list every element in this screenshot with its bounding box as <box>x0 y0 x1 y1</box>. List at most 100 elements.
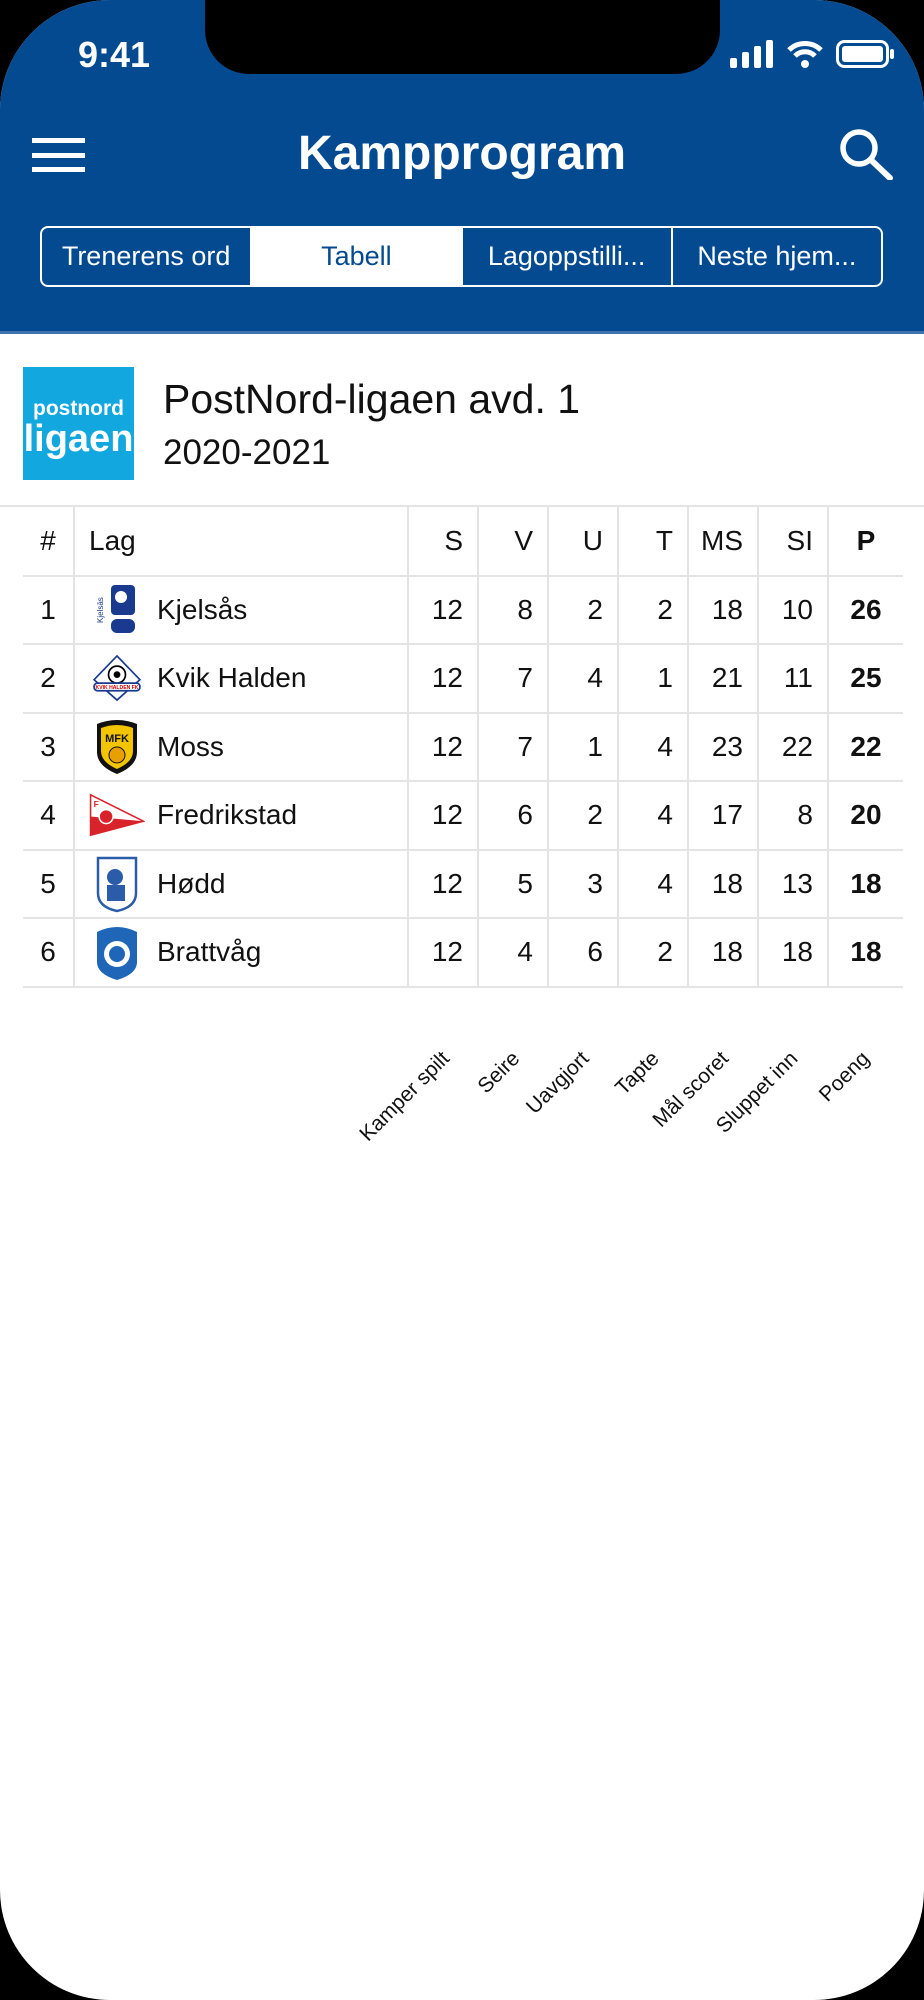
tab-neste-hjemmekamp[interactable]: Neste hjem... <box>697 241 857 271</box>
kjelsas-crest-icon: Kjelsås <box>89 582 145 638</box>
row-si: 13 <box>757 849 828 919</box>
row-position: 6 <box>23 918 74 988</box>
status-icons <box>730 40 894 68</box>
app-header: 9:41 Kampprogram Trenerens ord Tabell La… <box>0 0 924 334</box>
row-si: 11 <box>757 644 828 714</box>
row-position: 2 <box>23 644 74 714</box>
col-ms: MS <box>687 507 758 577</box>
svg-text:Kjelsås: Kjelsås <box>97 597 105 623</box>
col-u: U <box>547 507 618 577</box>
table-row[interactable]: 6 Brattvåg 12 4 6 2 18 18 18 <box>23 918 903 988</box>
table-header: # Lag S V U T MS SI P <box>23 507 903 577</box>
row-s: 12 <box>407 918 478 988</box>
table-row[interactable]: 1 Kjelsås Kjelsås 12 8 2 2 18 10 26 <box>23 575 903 645</box>
row-s: 12 <box>407 781 478 851</box>
team-name: Moss <box>157 730 224 762</box>
col-si: SI <box>757 507 828 577</box>
league-logo-text: ligaen <box>23 418 134 460</box>
row-team[interactable]: MFK Moss <box>73 712 408 782</box>
row-team[interactable]: Hødd <box>73 849 408 919</box>
fredrikstad-crest-icon: F <box>89 787 145 843</box>
row-ms: 18 <box>687 575 758 645</box>
row-ms: 18 <box>687 918 758 988</box>
table-row[interactable]: 5 Hødd 12 5 3 4 18 13 18 <box>23 849 903 919</box>
row-team[interactable]: Kjelsås Kjelsås <box>73 575 408 645</box>
legend-label: Kamper spilt <box>355 1047 455 1146</box>
row-t: 4 <box>617 712 688 782</box>
row-team[interactable]: KVIK HALDEN FK Kvik Halden <box>73 644 408 714</box>
kvik-halden-crest-icon: KVIK HALDEN FK <box>89 650 145 706</box>
row-v: 5 <box>477 849 548 919</box>
row-si: 18 <box>757 918 828 988</box>
row-u: 2 <box>547 781 618 851</box>
row-v: 7 <box>477 712 548 782</box>
row-team[interactable]: Brattvåg <box>73 918 408 988</box>
row-t: 4 <box>617 781 688 851</box>
status-time: 9:41 <box>78 34 151 75</box>
row-points: 18 <box>827 918 903 988</box>
row-points: 25 <box>827 644 903 714</box>
team-name: Fredrikstad <box>157 799 298 831</box>
table-row[interactable]: 2 KVIK HALDEN FK Kvik Halden 12 7 4 1 21 11 25 <box>23 644 903 714</box>
row-ms: 18 <box>687 849 758 919</box>
league-logo: postnord ligaen <box>23 367 134 480</box>
moss-crest-icon: MFK <box>89 719 145 775</box>
tab-tabell[interactable]: Tabell <box>252 228 463 285</box>
col-team: Lag <box>73 507 408 577</box>
row-u: 3 <box>547 849 618 919</box>
hodd-crest-icon <box>89 856 145 913</box>
row-t: 1 <box>617 644 688 714</box>
row-u: 6 <box>547 918 618 988</box>
battery-icon <box>836 40 894 68</box>
row-points: 22 <box>827 712 903 782</box>
row-points: 18 <box>827 849 903 919</box>
row-points: 26 <box>827 575 903 645</box>
tab-bar: Trenerens ord Tabell Lagoppstilli... Nes… <box>40 226 883 287</box>
col-pos: # <box>23 507 74 577</box>
row-position: 3 <box>23 712 74 782</box>
row-ms: 21 <box>687 644 758 714</box>
row-si: 10 <box>757 575 828 645</box>
svg-text:KVIK HALDEN FK: KVIK HALDEN FK <box>96 685 139 691</box>
table-row[interactable]: 4 F Fredrikstad 12 6 2 4 17 8 20 <box>23 781 903 851</box>
row-points: 20 <box>827 781 903 851</box>
row-u: 2 <box>547 575 618 645</box>
row-si: 8 <box>757 781 828 851</box>
table-row[interactable]: 3 MFK Moss 12 7 1 4 23 22 22 <box>23 712 903 782</box>
row-v: 8 <box>477 575 548 645</box>
row-position: 4 <box>23 781 74 851</box>
team-name: Hødd <box>157 867 226 899</box>
tab-trenerens-ord[interactable]: Trenerens ord <box>42 228 253 285</box>
row-t: 2 <box>617 918 688 988</box>
row-ms: 23 <box>687 712 758 782</box>
team-name: Kvik Halden <box>157 662 307 694</box>
row-s: 12 <box>407 575 478 645</box>
menu-button[interactable] <box>32 138 85 172</box>
row-s: 12 <box>407 849 478 919</box>
row-ms: 17 <box>687 781 758 851</box>
svg-text:MFK: MFK <box>105 733 129 745</box>
league-season: 2020-2021 <box>163 433 331 472</box>
team-name: Kjelsås <box>157 593 248 625</box>
standings-table: # Lag S V U T MS SI P 1 Kjelsås Kjelsås 12 8… <box>23 507 903 988</box>
col-t: T <box>617 507 688 577</box>
device-notch <box>205 0 720 74</box>
row-u: 1 <box>547 712 618 782</box>
col-p: P <box>827 507 903 577</box>
legend-label: Uavgjort <box>521 1047 594 1119</box>
col-s: S <box>407 507 478 577</box>
row-t: 2 <box>617 575 688 645</box>
divider <box>0 505 924 507</box>
league-logo-text: postnord <box>33 397 124 420</box>
row-t: 4 <box>617 849 688 919</box>
row-team[interactable]: F Fredrikstad <box>73 781 408 851</box>
row-si: 22 <box>757 712 828 782</box>
row-v: 6 <box>477 781 548 851</box>
row-s: 12 <box>407 712 478 782</box>
col-v: V <box>477 507 548 577</box>
search-icon[interactable] <box>838 128 894 180</box>
wifi-icon <box>787 41 823 68</box>
tab-lagoppstilling[interactable]: Lagoppstilli... <box>463 228 673 285</box>
signal-icon <box>730 40 773 68</box>
